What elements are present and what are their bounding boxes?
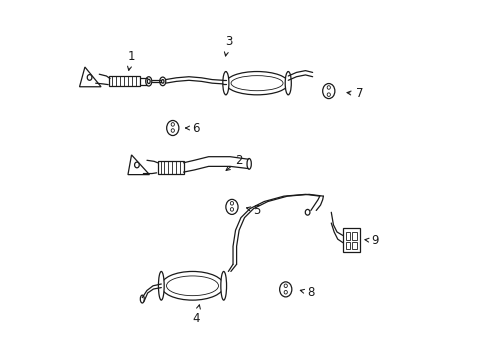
Ellipse shape [225, 72, 288, 95]
Ellipse shape [246, 158, 251, 169]
Ellipse shape [166, 121, 179, 135]
Bar [109, 76, 140, 86]
Text: 4: 4 [192, 305, 200, 325]
Bar [345, 232, 349, 239]
Text: 8: 8 [300, 287, 314, 300]
Bar [343, 228, 360, 252]
Ellipse shape [225, 199, 238, 215]
Ellipse shape [140, 295, 144, 303]
Ellipse shape [322, 84, 334, 99]
Polygon shape [128, 155, 149, 175]
Ellipse shape [171, 123, 174, 126]
Bar [352, 232, 356, 239]
Ellipse shape [87, 75, 92, 80]
Text: 1: 1 [127, 50, 135, 70]
Ellipse shape [326, 86, 330, 89]
Ellipse shape [134, 162, 139, 168]
Bar [158, 161, 183, 174]
Ellipse shape [284, 291, 287, 294]
Ellipse shape [161, 271, 224, 300]
Text: 3: 3 [224, 35, 232, 56]
Ellipse shape [230, 202, 233, 205]
Text: 6: 6 [185, 122, 200, 135]
Ellipse shape [160, 77, 165, 86]
Ellipse shape [223, 72, 228, 95]
Ellipse shape [326, 93, 330, 96]
Ellipse shape [305, 210, 309, 215]
Ellipse shape [147, 79, 150, 84]
Polygon shape [80, 67, 101, 87]
Ellipse shape [158, 271, 164, 300]
Ellipse shape [230, 208, 233, 211]
Bar [345, 242, 349, 249]
Ellipse shape [166, 276, 218, 296]
Ellipse shape [145, 77, 151, 86]
Ellipse shape [221, 271, 226, 300]
Ellipse shape [284, 284, 287, 288]
Ellipse shape [279, 282, 291, 297]
Ellipse shape [230, 76, 283, 91]
Text: 9: 9 [364, 234, 378, 247]
Text: 7: 7 [346, 87, 362, 100]
Bar [352, 242, 356, 249]
Ellipse shape [161, 80, 163, 83]
Text: 2: 2 [225, 154, 243, 170]
Ellipse shape [285, 72, 291, 95]
Ellipse shape [171, 129, 174, 132]
Text: 5: 5 [246, 204, 260, 217]
